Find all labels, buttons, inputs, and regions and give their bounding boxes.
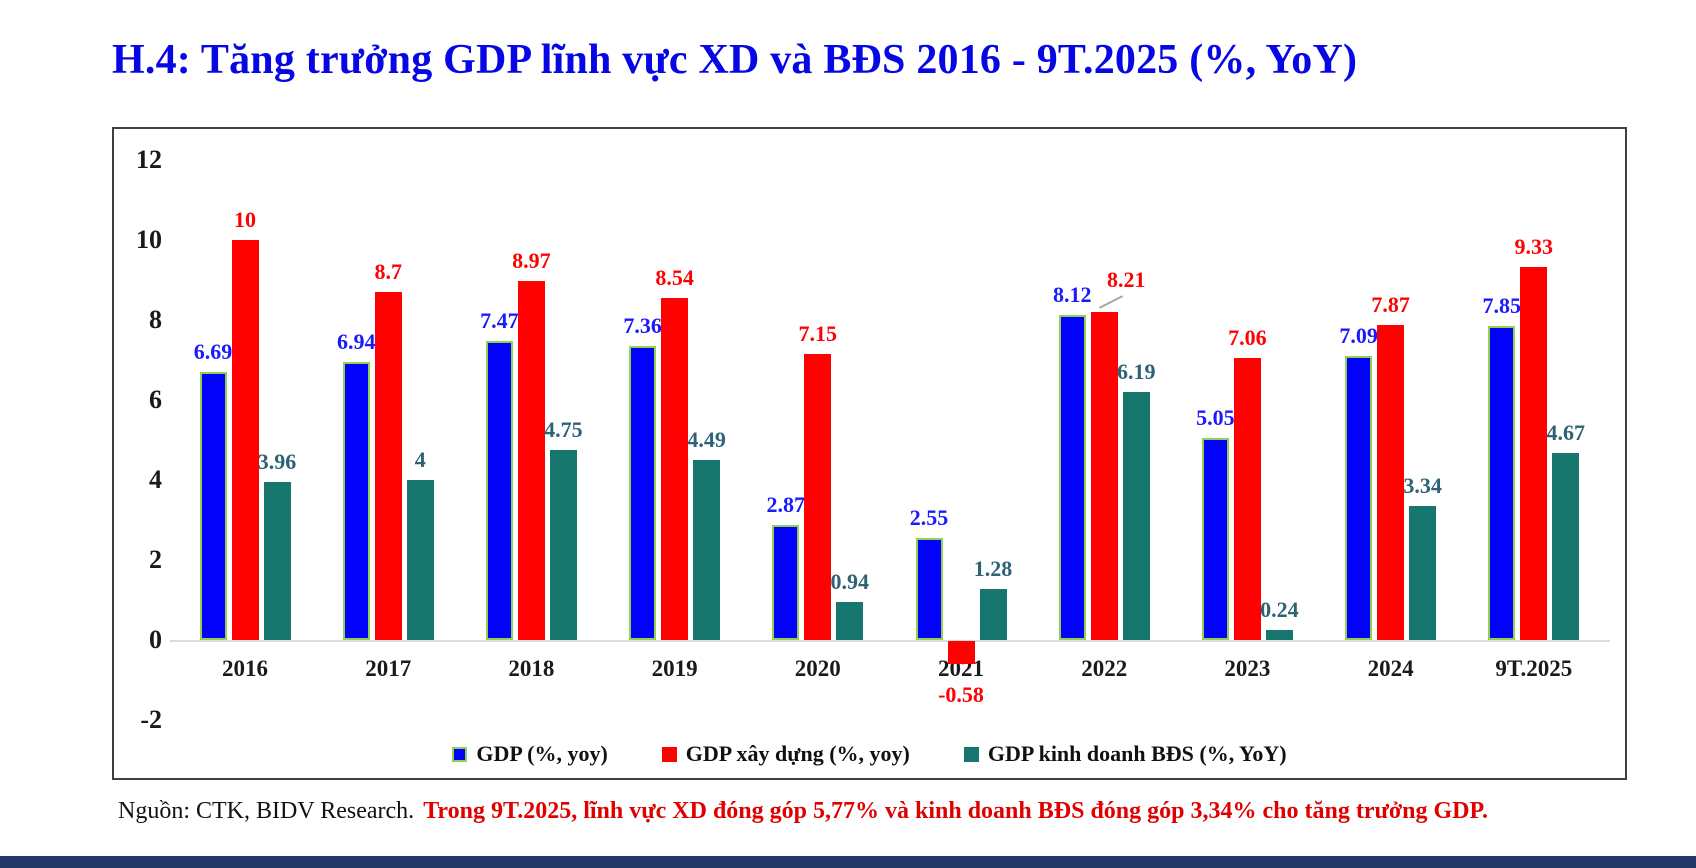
bar: [661, 298, 689, 640]
bar: [1201, 438, 1229, 640]
x-axis-label: 2016: [222, 656, 268, 681]
bar-value-label: 6.19: [1116, 359, 1156, 384]
x-axis-baseline: [170, 640, 1610, 642]
bar: [804, 354, 832, 640]
bar-value-label: 10: [234, 207, 256, 232]
bar-value-label: 7.36: [623, 313, 662, 338]
bar-value-label: 4.67: [1546, 420, 1586, 445]
bar-value-label: 7.06: [1228, 325, 1267, 350]
bar-value-label: 6.69: [193, 339, 233, 364]
chart-legend: GDP (%, yoy) GDP xây dựng (%, yoy) GDP kin…: [114, 741, 1625, 767]
y-axis-tick: 6: [149, 385, 162, 414]
bar: [693, 460, 721, 640]
y-axis-tick: 10: [136, 225, 162, 254]
bar: [1265, 630, 1293, 640]
bar: [1488, 326, 1516, 640]
bar: [979, 589, 1007, 640]
bar-value-label: 0.24: [1260, 597, 1299, 622]
bar: [1233, 358, 1261, 640]
bar-value-label: 8.12: [1052, 282, 1092, 307]
y-axis-tick: 8: [149, 305, 162, 334]
bar-value-label: 3.96: [257, 449, 297, 474]
bar-value-label: 7.87: [1371, 292, 1410, 317]
bar-value-label: -0.58: [938, 682, 984, 707]
x-axis-label: 9T.2025: [1495, 656, 1573, 681]
legend-item: GDP xây dựng (%, yoy): [661, 741, 910, 767]
bar: [485, 341, 513, 640]
bar: [1552, 453, 1580, 640]
bar: [517, 281, 545, 640]
chart-frame: 12 10 8 6 4 2 0 -2 2016 6.69 10 3.96 2017 6.94 8.7 4 201…: [112, 127, 1627, 780]
legend-marker: [963, 746, 979, 762]
legend-marker: [452, 746, 468, 762]
x-axis-label: 2023: [1224, 656, 1271, 681]
bar-value-label: 5.05: [1196, 405, 1235, 430]
bar-value-label: 0.94: [830, 569, 870, 594]
bar: [947, 641, 975, 664]
x-axis-label: 2020: [794, 656, 841, 681]
bar: [342, 362, 370, 640]
bar-value-label: 2.87: [766, 492, 806, 517]
bar-value-label: 3.34: [1403, 473, 1442, 498]
bar: [549, 450, 577, 640]
bar: [374, 292, 402, 640]
bar: [836, 602, 864, 640]
bar-value-label: 7.47: [480, 308, 519, 333]
bar-value-label: 7.15: [798, 321, 838, 346]
bar-value-label: 4.49: [687, 427, 726, 452]
y-axis-tick: 0: [149, 625, 162, 654]
bar: [1377, 325, 1405, 640]
bar: [629, 346, 657, 640]
source-line: Nguồn: CTK, BIDV Research. Trong 9T.2025,…: [118, 798, 1678, 825]
bar-value-label: 7.85: [1482, 293, 1522, 318]
bar: [406, 480, 434, 640]
legend-item: GDP (%, yoy): [452, 741, 608, 767]
bar: [772, 525, 800, 640]
legend-marker: [661, 746, 677, 762]
bar-value-label: 8.54: [655, 265, 694, 290]
bar-value-label: 7.09: [1339, 323, 1378, 348]
bar-value-label: 9.33: [1514, 234, 1554, 259]
y-axis-tick: 4: [149, 465, 162, 494]
bar: [1090, 312, 1118, 640]
bar: [915, 538, 943, 640]
bar-value-label: 6.94: [336, 329, 376, 354]
bar-value-label: 8.21: [1106, 267, 1146, 292]
legend-label: GDP (%, yoy): [476, 741, 608, 766]
y-axis-tick: 12: [136, 145, 162, 174]
footer-strip: [0, 856, 1696, 868]
bar: [199, 372, 227, 640]
x-axis-label: 2017: [365, 656, 412, 681]
bar: [1520, 267, 1548, 640]
y-axis-tick: -2: [140, 705, 162, 734]
legend-label: GDP kinh doanh BĐS (%, YoY): [987, 741, 1287, 766]
bar-value-label: 4.75: [544, 417, 583, 442]
bar-value-label: 4: [414, 447, 426, 472]
bar: [1409, 506, 1437, 640]
legend-label: GDP xây dựng (%, yoy): [685, 741, 910, 766]
bar-value-label: 8.97: [512, 248, 551, 273]
bar-value-label: 1.28: [973, 556, 1013, 581]
bar: [1122, 392, 1150, 640]
bar: [263, 482, 291, 640]
x-axis-label: 2019: [651, 656, 698, 681]
y-axis-tick: 2: [149, 545, 162, 574]
bar-value-label: 8.7: [374, 259, 402, 284]
source-note: Trong 9T.2025, lĩnh vực XD đóng góp 5,77…: [423, 798, 1488, 824]
x-axis-label: 2018: [508, 656, 555, 681]
legend-item: GDP kinh doanh BĐS (%, YoY): [963, 741, 1287, 767]
bar: [1345, 356, 1373, 640]
bar-value-label: 2.55: [909, 505, 949, 530]
plot-area: 12 10 8 6 4 2 0 -2 2016 6.69 10 3.96 2017 6.94 8.7 4 201…: [114, 129, 1625, 778]
x-axis-label: 2024: [1367, 656, 1414, 681]
chart-title: H.4: Tăng trưởng GDP lĩnh vực XD và BĐS …: [112, 37, 1358, 83]
x-axis-label: 2022: [1081, 656, 1128, 681]
source-label: Nguồn: CTK, BIDV Research.: [118, 798, 415, 824]
bar: [231, 240, 259, 640]
bar: [1058, 315, 1086, 640]
